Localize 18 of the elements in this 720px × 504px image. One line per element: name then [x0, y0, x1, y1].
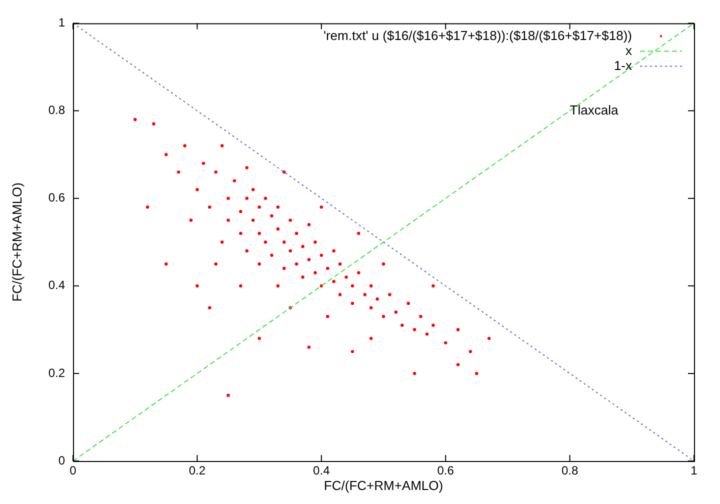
- x-axis-title: FC/(FC+RM+AMLO): [324, 478, 444, 493]
- legend-label: 'rem.txt' u ($16/($16+$17+$18)):($18/($16+$17+$18)): [324, 28, 632, 43]
- y-tick-label: 0.8: [48, 103, 66, 118]
- y-tick-label: 0.4: [48, 278, 66, 292]
- y-axis-title: FC/(FC+RM+AMLO): [9, 182, 24, 302]
- y-tick-label: 1: [58, 16, 66, 30]
- x-tick-label: 0: [70, 464, 77, 478]
- legend-label: 1-x: [614, 58, 632, 73]
- x-tick-label: 0.8: [561, 464, 578, 478]
- y-tick-label: 0: [58, 453, 66, 468]
- x-tick-label: 0.6: [437, 464, 454, 478]
- x-tick-label: 1: [690, 464, 698, 478]
- y-tick-label: 0.6: [48, 190, 66, 205]
- x-tick-label: 0.2: [188, 464, 206, 478]
- annotation: Tlaxcala: [570, 102, 619, 118]
- x-tick-label: 0.4: [313, 464, 330, 478]
- legend-label: x: [626, 42, 632, 58]
- y-tick-label: 0.2: [48, 366, 66, 380]
